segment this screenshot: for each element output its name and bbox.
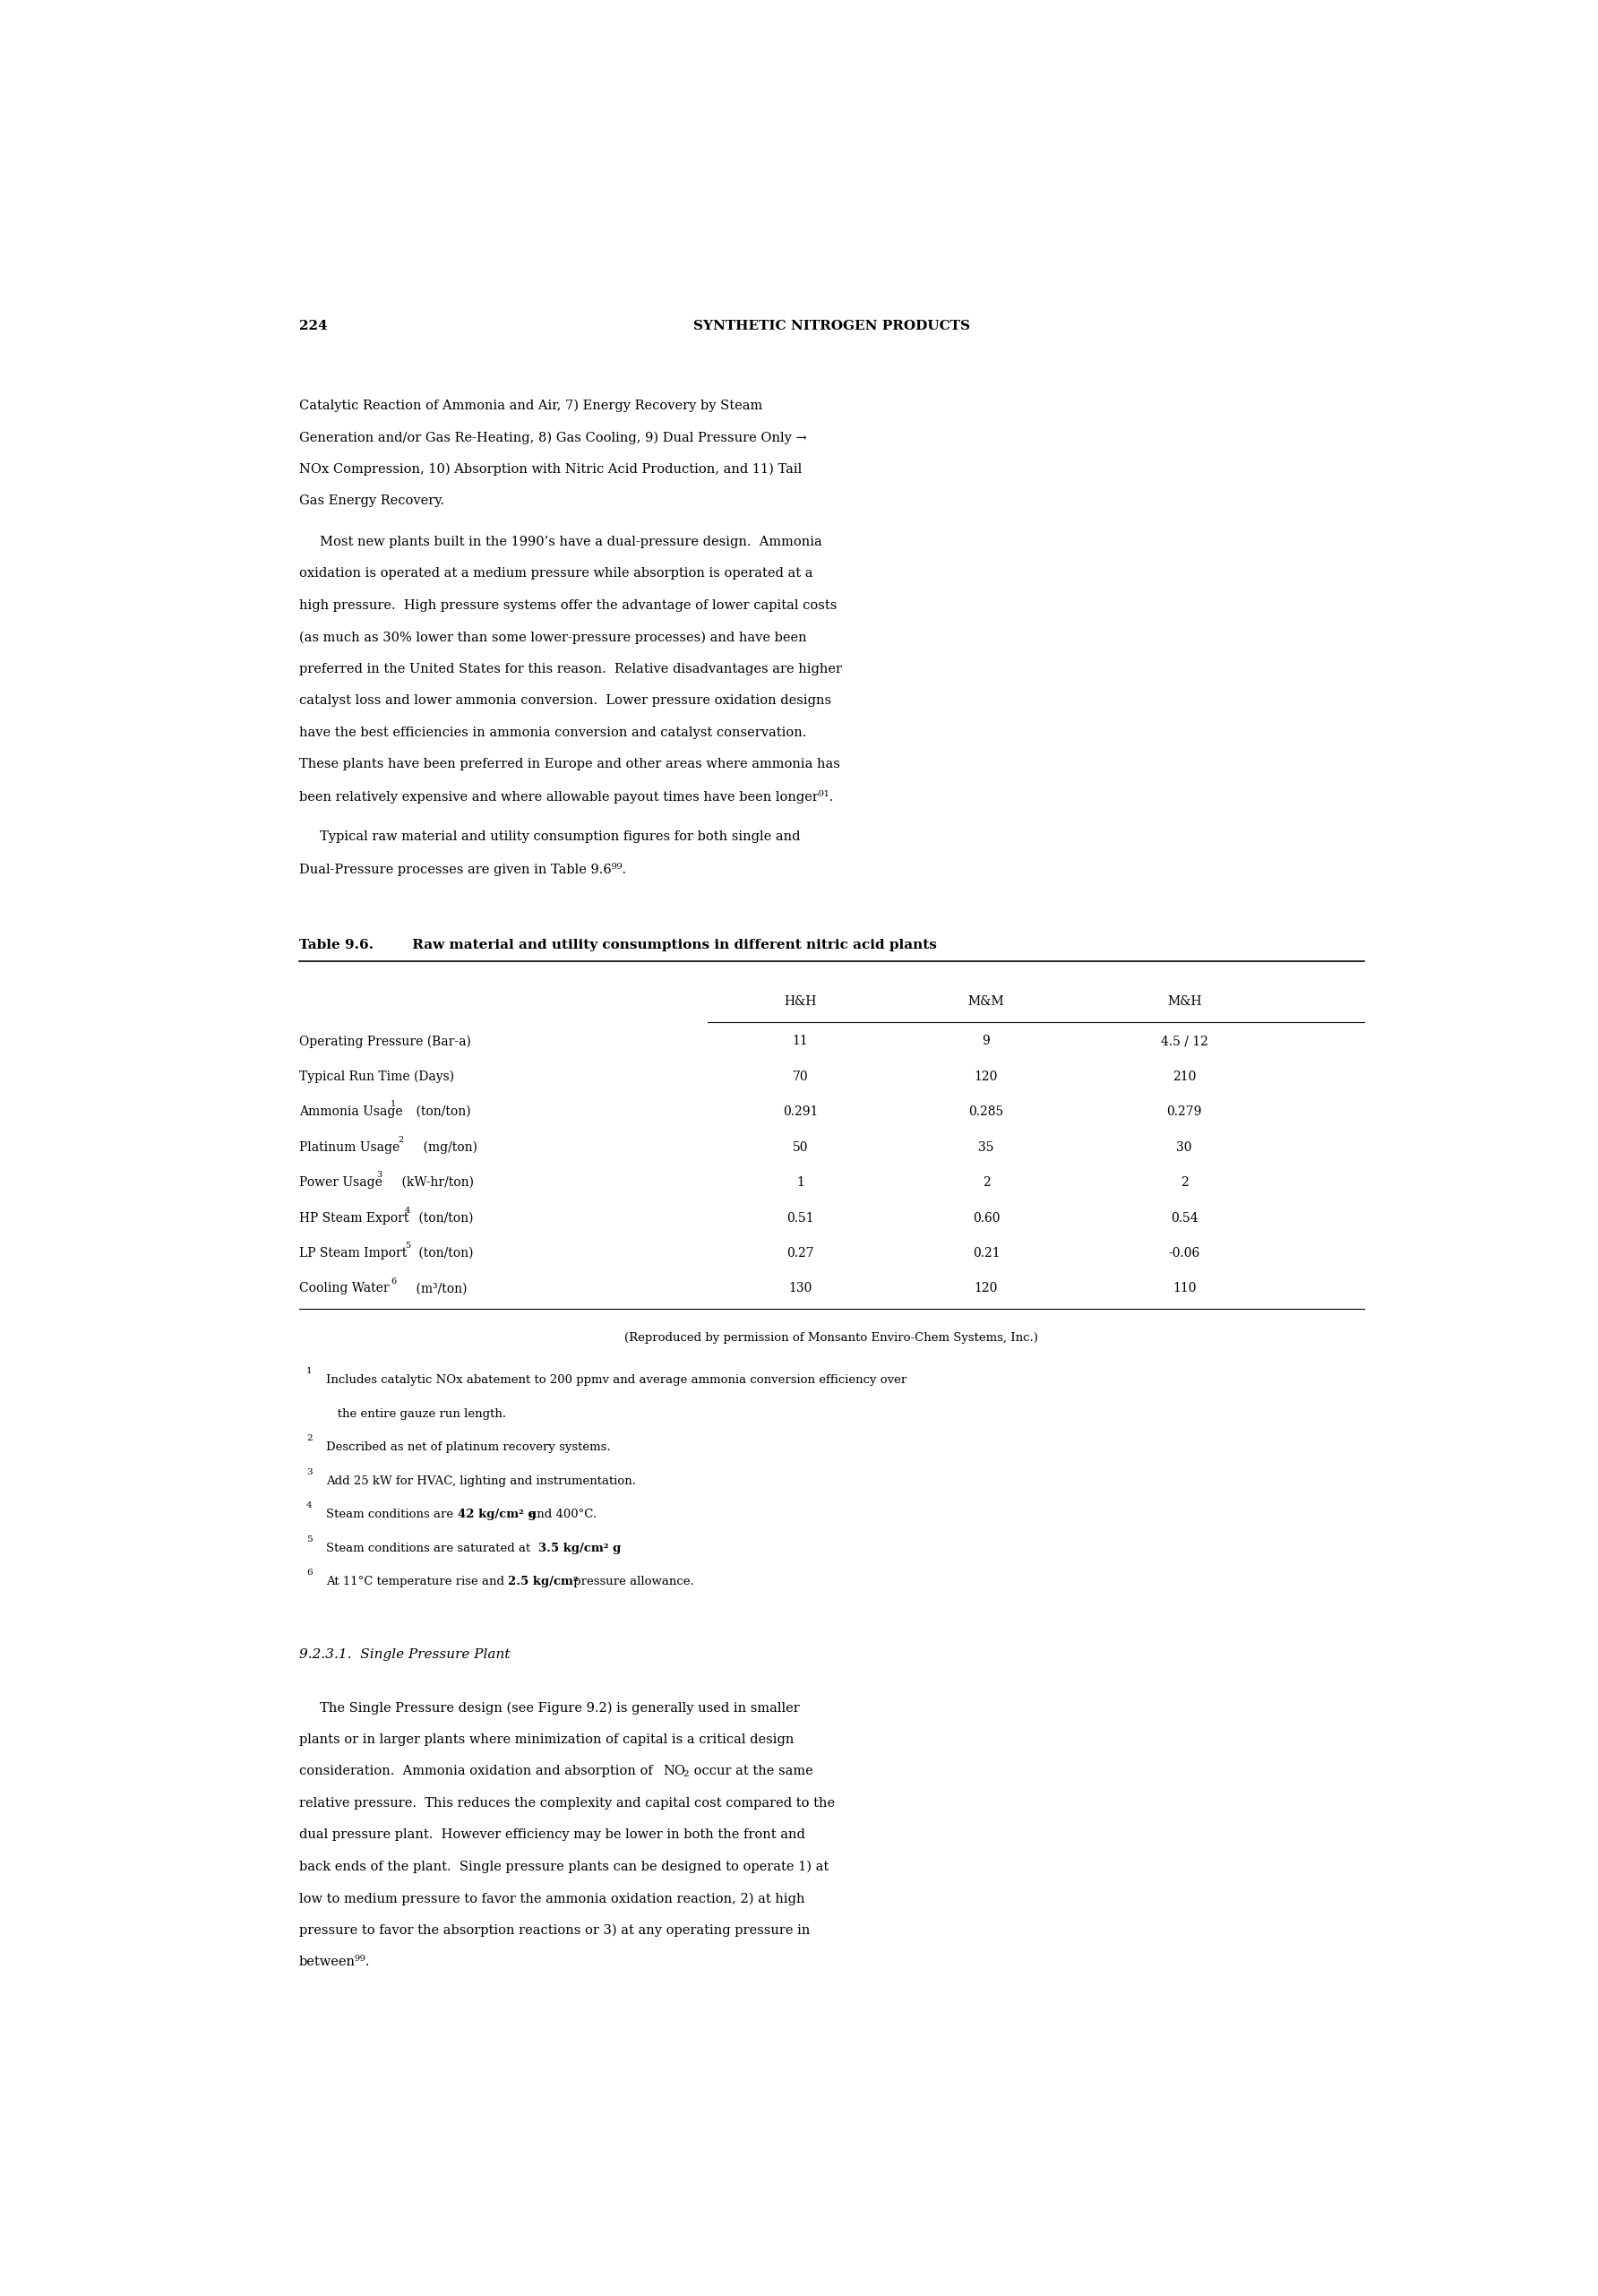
Text: Steam conditions are: Steam conditions are: [326, 1508, 457, 1520]
Text: pressure allowance.: pressure allowance.: [570, 1575, 694, 1587]
Text: oxidation is operated at a medium pressure while absorption is operated at a: oxidation is operated at a medium pressu…: [299, 567, 812, 581]
Text: 0.54: 0.54: [1171, 1212, 1198, 1224]
Text: Raw material and utility consumptions in different nitric acid plants: Raw material and utility consumptions in…: [407, 939, 936, 951]
Text: SYNTHETIC NITROGEN PRODUCTS: SYNTHETIC NITROGEN PRODUCTS: [694, 319, 970, 333]
Text: 4: 4: [307, 1502, 312, 1511]
Text: 1: 1: [307, 1366, 312, 1375]
Text: 110: 110: [1173, 1283, 1197, 1295]
Text: M&M: M&M: [968, 994, 1005, 1008]
Text: At 11°C temperature rise and: At 11°C temperature rise and: [326, 1575, 508, 1587]
Text: 50: 50: [793, 1141, 809, 1153]
Text: 2.5 kg/cm²: 2.5 kg/cm²: [508, 1575, 578, 1587]
Text: Gas Energy Recovery.: Gas Energy Recovery.: [299, 494, 444, 507]
Text: Dual-Pressure processes are given in Table 9.6⁹⁹.: Dual-Pressure processes are given in Tab…: [299, 863, 626, 875]
Text: preferred in the United States for this reason.  Relative disadvantages are high: preferred in the United States for this …: [299, 664, 842, 675]
Text: (kW-hr/ton): (kW-hr/ton): [387, 1176, 475, 1189]
Text: and 400°C.: and 400°C.: [526, 1508, 598, 1520]
Text: 1: 1: [796, 1176, 804, 1189]
Text: NOx Compression, 10) Absorption with Nitric Acid Production, and 11) Tail: NOx Compression, 10) Absorption with Nit…: [299, 464, 802, 475]
Text: 5: 5: [404, 1242, 411, 1249]
Text: 130: 130: [788, 1283, 812, 1295]
Text: Generation and/or Gas Re-Heating, 8) Gas Cooling, 9) Dual Pressure Only →: Generation and/or Gas Re-Heating, 8) Gas…: [299, 432, 807, 443]
Text: the entire gauze run length.: the entire gauze run length.: [326, 1407, 507, 1419]
Text: 2: 2: [398, 1137, 403, 1143]
Text: 0.51: 0.51: [786, 1212, 813, 1224]
Text: 35: 35: [978, 1141, 994, 1153]
Text: Power Usage: Power Usage: [299, 1176, 382, 1189]
Text: 0.21: 0.21: [973, 1247, 1000, 1261]
Text: consideration.  Ammonia oxidation and absorption of: consideration. Ammonia oxidation and abs…: [299, 1766, 657, 1777]
Text: Steam conditions are saturated at: Steam conditions are saturated at: [326, 1543, 534, 1554]
Text: 4: 4: [404, 1205, 411, 1215]
Text: 4.5 / 12: 4.5 / 12: [1160, 1035, 1208, 1047]
Text: (m³/ton): (m³/ton): [401, 1283, 467, 1295]
Text: Catalytic Reaction of Ammonia and Air, 7) Energy Recovery by Steam: Catalytic Reaction of Ammonia and Air, 7…: [299, 400, 762, 413]
Text: 0.27: 0.27: [786, 1247, 813, 1261]
Text: Platinum Usage: Platinum Usage: [299, 1141, 400, 1153]
Text: .: .: [614, 1543, 617, 1554]
Text: LP Steam Import: LP Steam Import: [299, 1247, 406, 1261]
Text: 9: 9: [983, 1035, 991, 1047]
Text: 5: 5: [307, 1536, 312, 1543]
Text: (ton/ton): (ton/ton): [414, 1247, 473, 1261]
Text: occur at the same: occur at the same: [690, 1766, 813, 1777]
Text: 120: 120: [975, 1070, 999, 1084]
Text: high pressure.  High pressure systems offer the advantage of lower capital costs: high pressure. High pressure systems off…: [299, 599, 837, 611]
Text: Operating Pressure (Bar-a): Operating Pressure (Bar-a): [299, 1035, 471, 1047]
Text: relative pressure.  This reduces the complexity and capital cost compared to the: relative pressure. This reduces the comp…: [299, 1798, 834, 1809]
Text: -0.06: -0.06: [1168, 1247, 1200, 1261]
Text: 0.60: 0.60: [973, 1212, 1000, 1224]
Text: Table 9.6.: Table 9.6.: [299, 939, 374, 951]
Text: 2: 2: [307, 1435, 312, 1442]
Text: pressure to favor the absorption reactions or 3) at any operating pressure in: pressure to favor the absorption reactio…: [299, 1924, 810, 1938]
Text: (as much as 30% lower than some lower-pressure processes) and have been: (as much as 30% lower than some lower-pr…: [299, 631, 807, 643]
Text: 3.5 kg/cm² g: 3.5 kg/cm² g: [539, 1543, 622, 1554]
Text: (Reproduced by permission of Monsanto Enviro-Chem Systems, Inc.): (Reproduced by permission of Monsanto En…: [625, 1332, 1039, 1343]
Text: (ton/ton): (ton/ton): [401, 1107, 471, 1118]
Text: H&H: H&H: [785, 994, 817, 1008]
Text: low to medium pressure to favor the ammonia oxidation reaction, 2) at high: low to medium pressure to favor the ammo…: [299, 1892, 804, 1906]
Text: 0.285: 0.285: [968, 1107, 1004, 1118]
Text: have the best efficiencies in ammonia conversion and catalyst conservation.: have the best efficiencies in ammonia co…: [299, 726, 805, 739]
Text: Typical Run Time (Days): Typical Run Time (Days): [299, 1070, 454, 1084]
Text: 6: 6: [390, 1277, 396, 1286]
Text: 2: 2: [1181, 1176, 1189, 1189]
Text: Most new plants built in the 1990’s have a dual-pressure design.  Ammonia: Most new plants built in the 1990’s have…: [299, 535, 821, 549]
Text: 11: 11: [793, 1035, 809, 1047]
Text: between⁹⁹.: between⁹⁹.: [299, 1956, 369, 1968]
Text: plants or in larger plants where minimization of capital is a critical design: plants or in larger plants where minimiz…: [299, 1733, 794, 1745]
Text: catalyst loss and lower ammonia conversion.  Lower pressure oxidation designs: catalyst loss and lower ammonia conversi…: [299, 693, 831, 707]
Text: been relatively expensive and where allowable payout times have been longer⁹¹.: been relatively expensive and where allo…: [299, 790, 833, 804]
Text: M&H: M&H: [1167, 994, 1202, 1008]
Text: 70: 70: [793, 1070, 809, 1084]
Text: HP Steam Export: HP Steam Export: [299, 1212, 409, 1224]
Text: back ends of the plant.  Single pressure plants can be designed to operate 1) at: back ends of the plant. Single pressure …: [299, 1860, 828, 1874]
Text: 0.291: 0.291: [783, 1107, 818, 1118]
Text: 3: 3: [377, 1171, 382, 1180]
Text: 210: 210: [1173, 1070, 1197, 1084]
Text: 224: 224: [299, 319, 328, 333]
Text: 0.279: 0.279: [1167, 1107, 1202, 1118]
Text: 30: 30: [1176, 1141, 1192, 1153]
Text: (mg/ton): (mg/ton): [407, 1141, 478, 1155]
Text: Includes catalytic NOx abatement to 200 ppmv and average ammonia conversion effi: Includes catalytic NOx abatement to 200 …: [326, 1375, 906, 1387]
Text: 120: 120: [975, 1283, 999, 1295]
Text: 3: 3: [307, 1467, 312, 1476]
Text: Ammonia Usage: Ammonia Usage: [299, 1107, 403, 1118]
Text: 2: 2: [682, 1770, 689, 1779]
Text: These plants have been preferred in Europe and other areas where ammonia has: These plants have been preferred in Euro…: [299, 758, 839, 771]
Text: Add 25 kW for HVAC, lighting and instrumentation.: Add 25 kW for HVAC, lighting and instrum…: [326, 1474, 636, 1488]
Text: 1: 1: [390, 1100, 396, 1109]
Text: 2: 2: [983, 1176, 991, 1189]
Text: Described as net of platinum recovery systems.: Described as net of platinum recovery sy…: [326, 1442, 610, 1453]
Text: NO: NO: [663, 1766, 686, 1777]
Text: 42 kg/cm² g: 42 kg/cm² g: [457, 1508, 535, 1520]
Text: The Single Pressure design (see Figure 9.2) is generally used in smaller: The Single Pressure design (see Figure 9…: [299, 1701, 799, 1715]
Text: Typical raw material and utility consumption figures for both single and: Typical raw material and utility consump…: [299, 831, 801, 843]
Text: 9.2.3.1.  Single Pressure Plant: 9.2.3.1. Single Pressure Plant: [299, 1649, 510, 1660]
Text: Cooling Water: Cooling Water: [299, 1283, 388, 1295]
Text: dual pressure plant.  However efficiency may be lower in both the front and: dual pressure plant. However efficiency …: [299, 1828, 805, 1841]
Text: (ton/ton): (ton/ton): [414, 1212, 473, 1224]
Text: 6: 6: [307, 1568, 312, 1577]
